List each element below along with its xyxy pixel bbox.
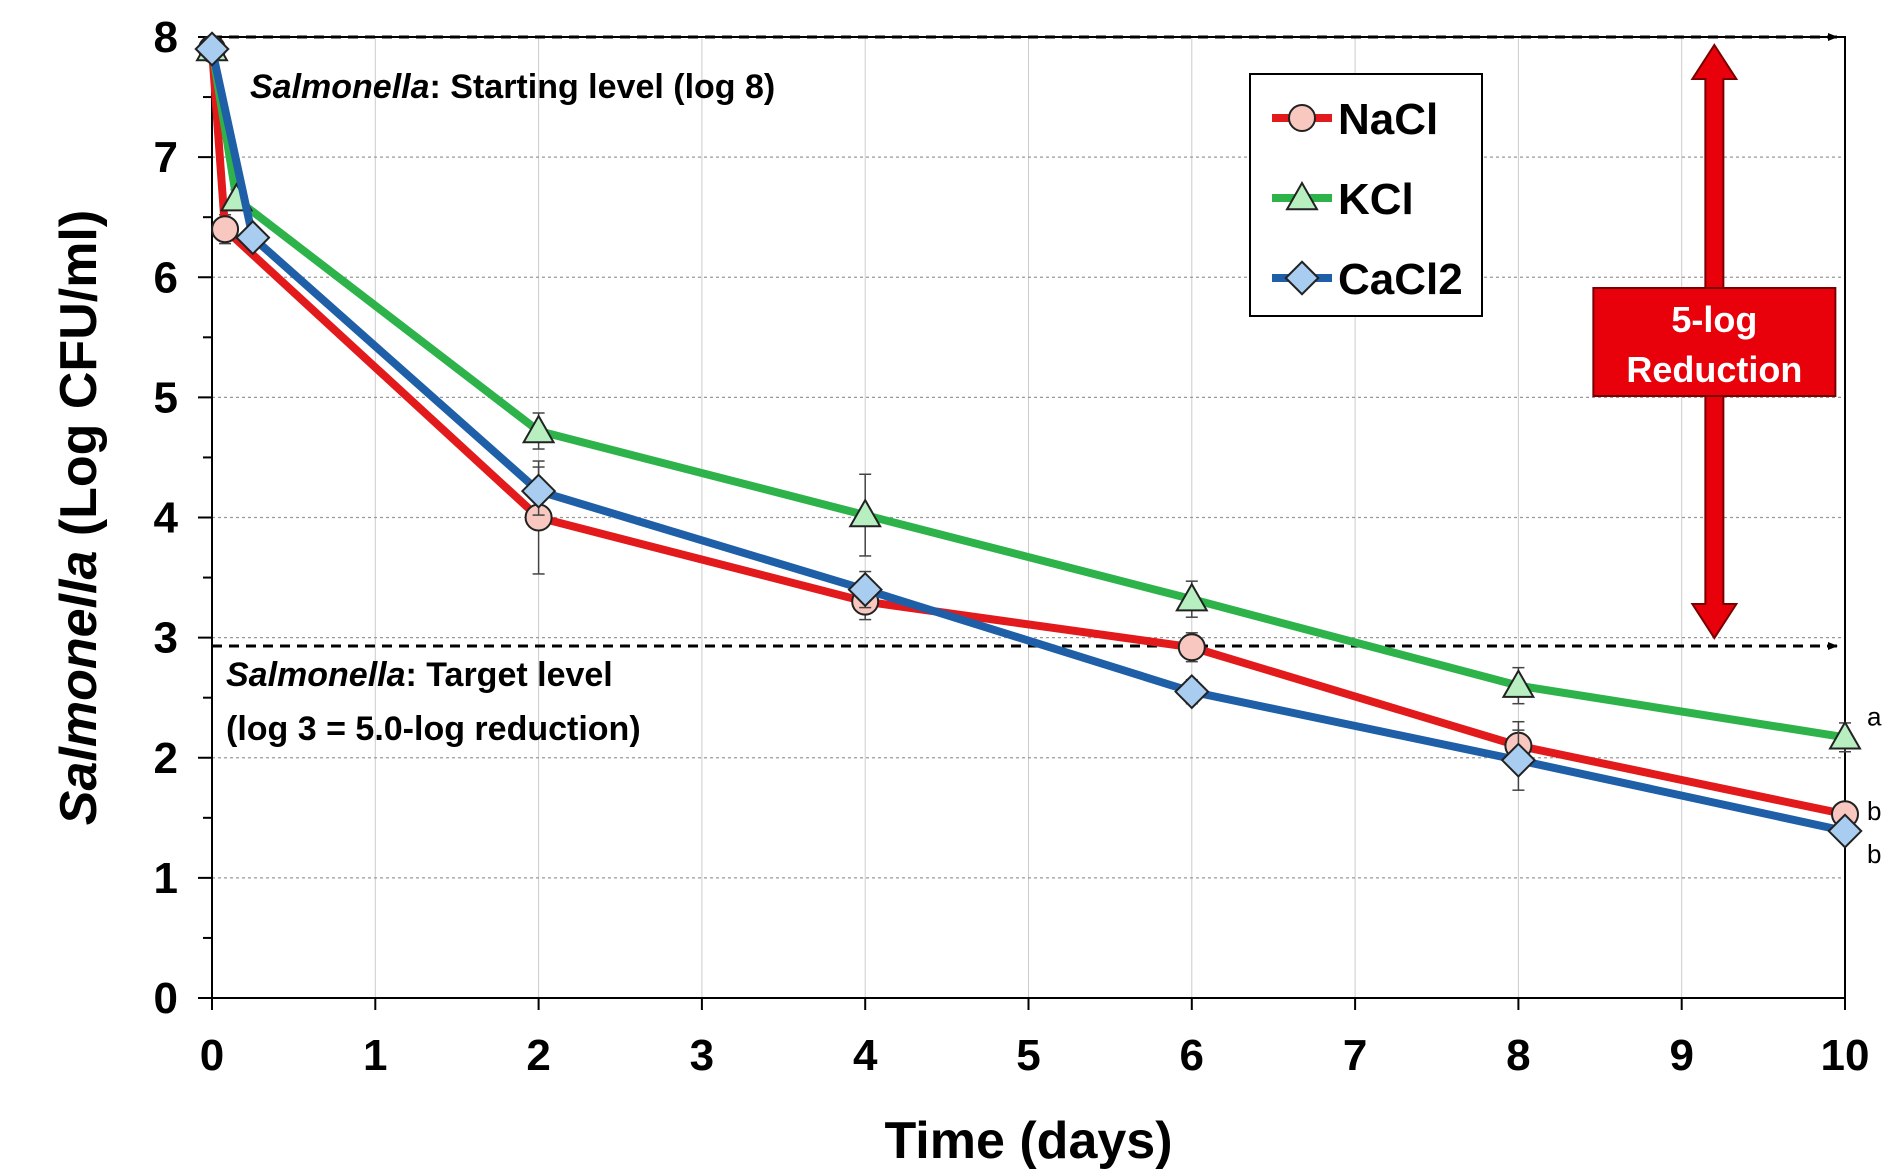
start-level-label-italic: Salmonella xyxy=(250,68,430,106)
data-point-CaCl2 xyxy=(1827,813,1863,849)
start-level-label-rest: : Starting level (log 8) xyxy=(430,68,776,106)
y-tick-label: 6 xyxy=(154,253,178,302)
legend-label-CaCl2: CaCl2 xyxy=(1338,255,1463,304)
y-tick-label: 5 xyxy=(154,373,178,422)
data-point-KCl xyxy=(1175,582,1209,612)
target-level-label-rest: : Target level xyxy=(406,656,613,694)
y-tick-label: 4 xyxy=(154,494,179,543)
reduction-label-line1: 5-log xyxy=(1671,299,1757,340)
data-point-CaCl2 xyxy=(1284,260,1320,296)
y-tick-label: 7 xyxy=(154,133,178,182)
data-point-CaCl2 xyxy=(1174,674,1210,710)
grid-lines xyxy=(212,37,1845,998)
x-tick-label: 4 xyxy=(853,1031,878,1080)
legend-label-KCl: KCl xyxy=(1338,175,1414,224)
target-level-label: Salmonella: Target level xyxy=(226,656,613,694)
data-point-KCl xyxy=(521,414,556,444)
legend: NaCl KCl CaCl2 xyxy=(1249,73,1483,317)
data-point-NaCl xyxy=(1177,633,1206,662)
data-point-KCl xyxy=(1828,720,1862,750)
series-group xyxy=(194,31,1863,849)
legend-label-NaCl: NaCl xyxy=(1338,95,1438,144)
data-point-KCl xyxy=(1285,181,1319,211)
data-point-NaCl xyxy=(211,215,240,244)
series-CaCl2 xyxy=(194,31,1863,849)
y-tick-label: 0 xyxy=(154,974,178,1023)
x-tick-label: 3 xyxy=(690,1031,714,1080)
x-tick-label: 0 xyxy=(200,1031,224,1080)
target-level-label-line2: (log 3 = 5.0-log reduction) xyxy=(226,710,641,748)
data-point-CaCl2 xyxy=(1500,742,1537,778)
y-axis-title: Salmonella (Log CFU/ml) xyxy=(50,210,108,825)
x-tick-label: 1 xyxy=(363,1031,387,1080)
data-point-CaCl2 xyxy=(194,31,230,67)
y-tick-label: 2 xyxy=(154,734,178,783)
data-point-NaCl xyxy=(1288,104,1316,132)
significance-letter-CaCl2: b xyxy=(1867,839,1881,869)
legend-item-NaCl: NaCl xyxy=(1272,95,1438,144)
x-tick-label: 2 xyxy=(526,1031,550,1080)
legend-item-CaCl2: CaCl2 xyxy=(1272,255,1463,304)
x-tick-label: 6 xyxy=(1180,1031,1204,1080)
x-tick-label: 8 xyxy=(1506,1031,1530,1080)
y-tick-label: 8 xyxy=(154,13,178,62)
legend-item-KCl: KCl xyxy=(1272,175,1414,224)
data-point-CaCl2 xyxy=(235,219,271,256)
data-point-KCl xyxy=(1501,668,1536,698)
data-point-CaCl2 xyxy=(520,473,557,509)
reduction-label-line2: Reduction xyxy=(1626,349,1802,390)
axes: 0 1 2 3 4 5 6 7 8 9 10 0 1 2 3 4 5 6 7 8 Time (days) Salmonel… xyxy=(50,13,1869,1170)
significance-letter-NaCl: b xyxy=(1867,796,1881,826)
x-tick-label: 5 xyxy=(1016,1031,1040,1080)
reduction-box xyxy=(1592,287,1837,397)
data-point-KCl xyxy=(848,498,882,528)
significance-letter-KCl: a xyxy=(1867,701,1882,731)
y-tick-label: 1 xyxy=(154,854,178,903)
x-tick-label: 7 xyxy=(1343,1031,1367,1080)
y-axis-title-italic: Salmonella xyxy=(50,551,108,826)
x-tick-label: 10 xyxy=(1821,1031,1870,1080)
data-point-CaCl2 xyxy=(847,571,883,608)
start-level-label: Salmonella: Starting level (log 8) xyxy=(250,68,775,106)
y-tick-label: 3 xyxy=(154,614,178,663)
target-level-label-italic: Salmonella xyxy=(226,656,406,694)
x-axis-title: Time (days) xyxy=(884,1112,1172,1170)
y-axis-title-rest: (Log CFU/ml) xyxy=(50,210,108,551)
x-tick-label: 9 xyxy=(1669,1031,1693,1080)
